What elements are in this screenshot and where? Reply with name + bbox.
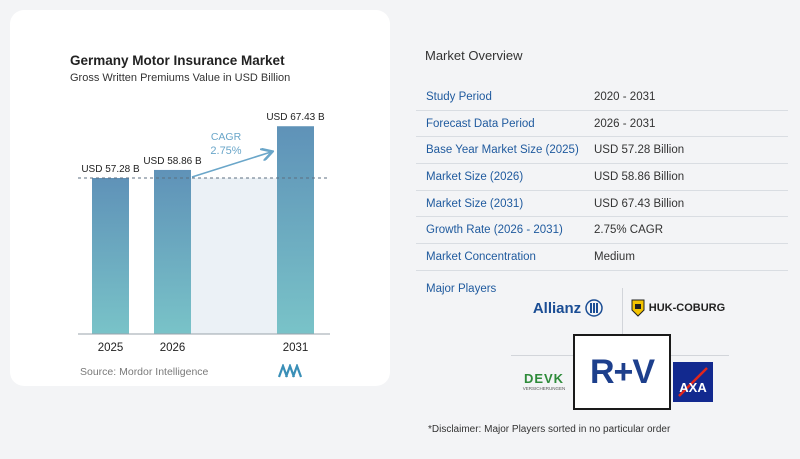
x-tick-label-2031: 2031 [283, 342, 309, 354]
overview-row: Base Year Market Size (2025) USD 57.28 B… [416, 137, 788, 165]
chart-title: Germany Motor Insurance Market [70, 53, 285, 68]
overview-label: Base Year Market Size (2025) [426, 144, 579, 157]
cagr-label: CAGR [211, 131, 242, 143]
cagr-arrow [191, 152, 271, 178]
bar-2026 [154, 169, 191, 334]
data-label-2025: USD 57.28 B [81, 164, 140, 175]
devk-wordmark: DEVK [523, 371, 565, 386]
chart-subtitle: Gross Written Premiums Value in USD Bill… [70, 72, 291, 84]
devk-subtitle: VERSICHERUNGEN [522, 386, 566, 391]
allianz-logo: Allianz [518, 294, 618, 322]
overview-value: USD 57.28 Billion [594, 144, 685, 157]
allianz-eagle-icon [585, 299, 603, 317]
overview-value: Medium [594, 250, 635, 263]
huk-coburg-logo: HUK-COBURG [628, 294, 728, 322]
overview-value: USD 58.86 Billion [594, 170, 685, 183]
bar-2025 [92, 178, 129, 334]
x-tick-label-2026: 2026 [160, 342, 186, 354]
overview-row: Forecast Data Period 2026 - 2031 [416, 111, 788, 138]
overview-value: 2.75% CAGR [594, 224, 664, 237]
devk-logo: DEVK VERSICHERUNGEN [515, 366, 573, 396]
mordor-logo-icon [278, 364, 302, 378]
source-note: Source: Mordor Intelligence [80, 366, 209, 378]
data-label-2031: USD 67.43 B [266, 112, 325, 123]
overview-label: Growth Rate (2026 - 2031) [426, 224, 563, 237]
overview-row: Growth Rate (2026 - 2031) 2.75% CAGR [416, 217, 788, 245]
overview-title: Market Overview [425, 48, 523, 63]
cagr-value: 2.75% [210, 145, 241, 157]
overview-value: 2026 - 2031 [594, 117, 656, 130]
overview-label: Market Size (2026) [426, 170, 524, 183]
data-label-2026: USD 58.86 B [143, 156, 202, 167]
overview-row: Market Concentration Medium [416, 244, 788, 271]
axa-wordmark: AXA [679, 379, 707, 395]
overview-label: Market Size (2031) [426, 197, 524, 210]
bar-chart: USD 57.28 B 2025 USD 58.86 B 2026 USD 67.43 … [78, 112, 330, 354]
overview-label: Forecast Data Period [426, 117, 535, 130]
overview-value: USD 67.43 Billion [594, 197, 685, 210]
major-players-title: Major Players [426, 283, 497, 295]
overview-label: Study Period [426, 90, 492, 103]
huk-shield-icon [631, 299, 645, 317]
overview-row: Market Size (2026) USD 58.86 Billion [416, 164, 788, 191]
axa-logo: AXA [673, 362, 713, 402]
overview-value: 2020 - 2031 [594, 90, 656, 103]
rv-wordmark: R+V [589, 352, 655, 391]
overview-table: Study Period 2020 - 2031 Forecast Data P… [416, 84, 788, 271]
overview-row: Market Size (2031) USD 67.43 Billion [416, 191, 788, 218]
allianz-wordmark: Allianz [532, 299, 582, 317]
bar-2031 [277, 126, 314, 334]
projection-band [191, 178, 277, 334]
rv-logo: R+V [573, 334, 671, 410]
huk-wordmark: HUK-COBURG [648, 302, 726, 314]
axa-slash-icon [678, 367, 708, 397]
disclaimer: *Disclaimer: Major Players sorted in no … [428, 424, 671, 435]
overview-row: Study Period 2020 - 2031 [416, 84, 788, 111]
x-tick-label-2025: 2025 [98, 342, 124, 354]
player-grid-divider [622, 288, 623, 334]
overview-label: Market Concentration [426, 250, 536, 263]
